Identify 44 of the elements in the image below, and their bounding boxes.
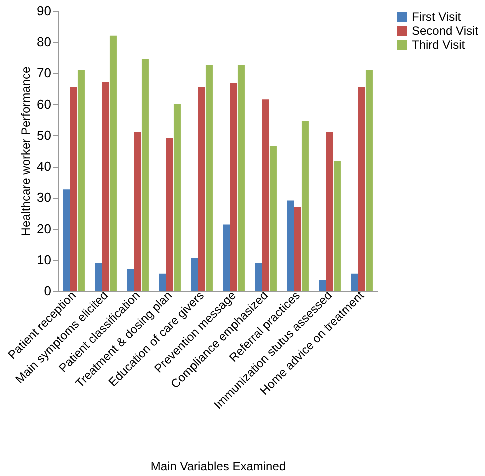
y-tick-label: 60 <box>37 96 52 112</box>
x-axis-title: Main Variables Examined <box>150 459 286 474</box>
y-tick-label: 80 <box>37 34 52 50</box>
bar <box>255 263 262 291</box>
legend-label: Third Visit <box>412 38 466 52</box>
legend-label: First Visit <box>412 10 462 24</box>
bar <box>319 280 326 291</box>
bar <box>334 161 341 291</box>
legend-label: Second Visit <box>412 24 480 38</box>
y-tick-label: 90 <box>37 4 52 18</box>
bar <box>294 207 302 291</box>
bar <box>366 70 373 291</box>
bar <box>142 59 149 291</box>
y-tick-label: 40 <box>37 159 52 174</box>
bar <box>191 258 198 291</box>
bar <box>287 200 294 291</box>
bar <box>270 146 277 291</box>
bar <box>63 190 70 291</box>
y-tick-label: 20 <box>37 221 52 236</box>
bar <box>159 274 166 291</box>
bar <box>127 269 134 291</box>
bar <box>166 138 174 291</box>
bar <box>358 88 366 291</box>
bar <box>134 132 142 291</box>
bar <box>78 70 85 291</box>
bar <box>110 36 117 291</box>
bar <box>230 83 238 291</box>
y-tick-label: 70 <box>37 66 52 81</box>
y-axis-title: Healthcare worker Performance <box>19 66 34 236</box>
bar <box>70 88 78 291</box>
y-tick-label: 10 <box>37 252 52 268</box>
bar <box>102 82 110 291</box>
y-tick-label: 30 <box>37 190 52 206</box>
bar <box>302 121 309 291</box>
bar <box>223 224 230 291</box>
bar <box>262 100 270 291</box>
bar <box>351 274 358 291</box>
bar <box>174 104 181 291</box>
bar <box>95 263 102 291</box>
bar <box>238 65 245 291</box>
bar <box>198 88 206 291</box>
bar <box>206 65 213 291</box>
bar <box>326 132 334 291</box>
y-tick-label: 50 <box>37 128 52 143</box>
